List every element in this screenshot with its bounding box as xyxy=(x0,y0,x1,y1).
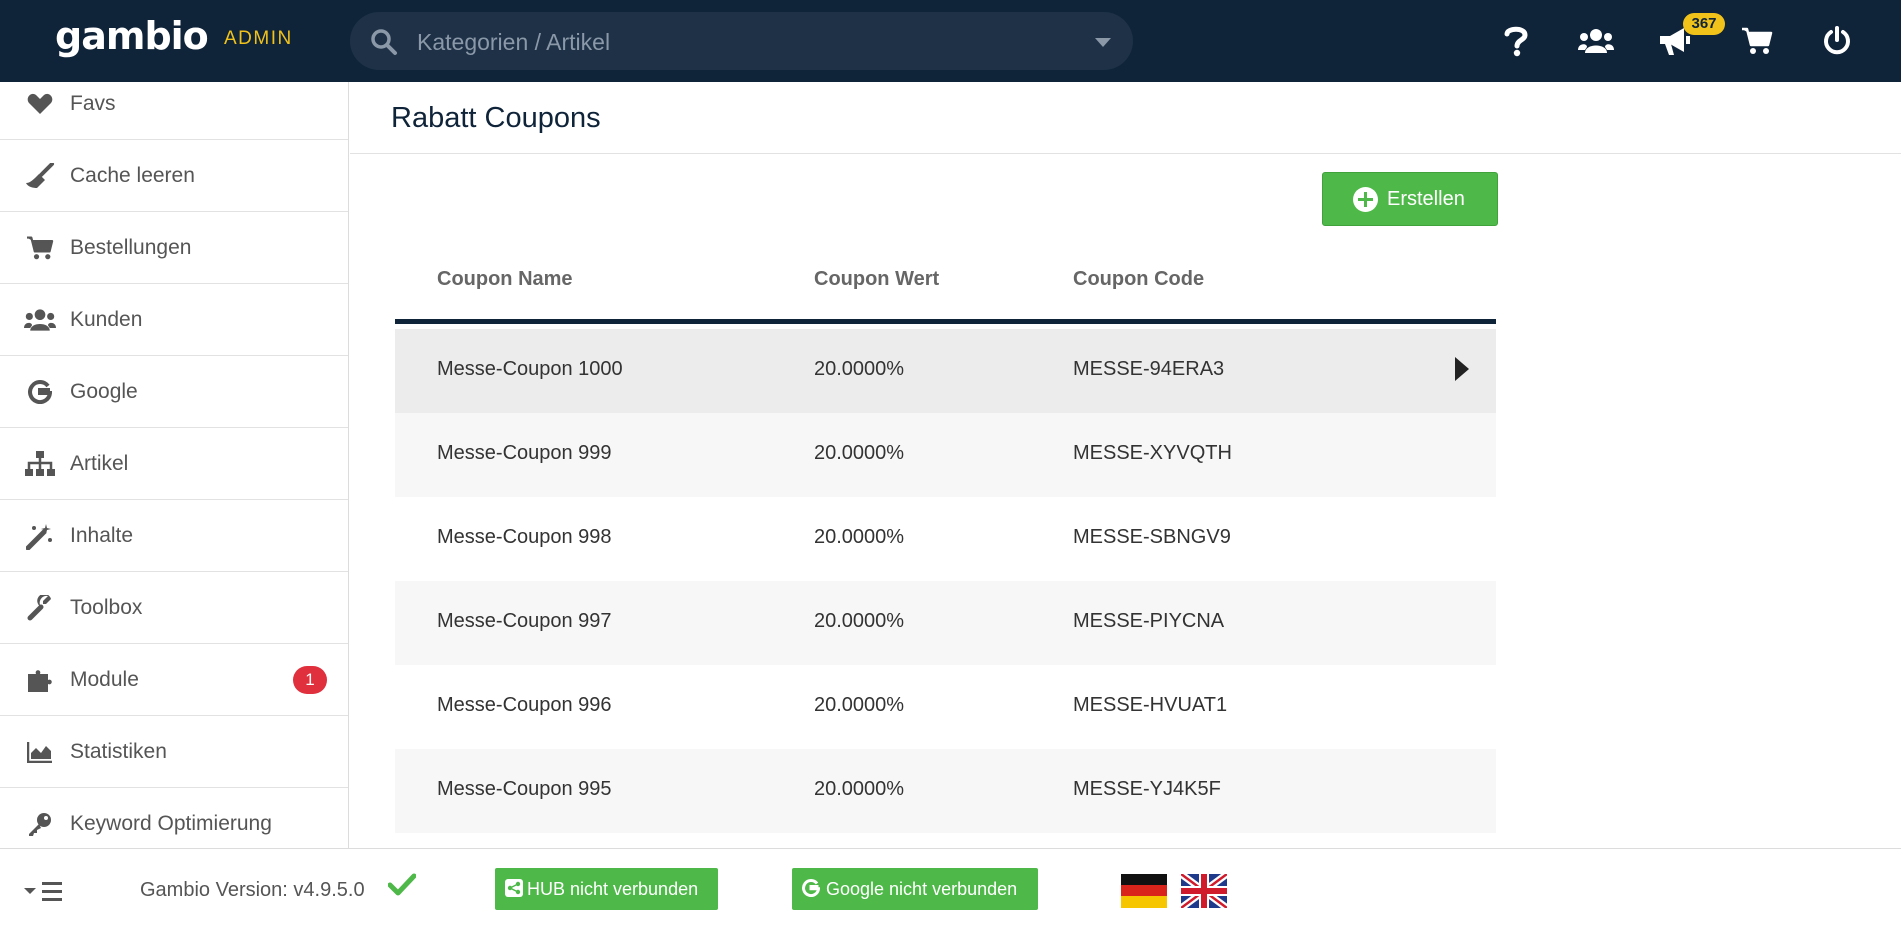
version-text: Gambio Version: v4.9.5.0 xyxy=(140,879,365,901)
coupon-code: MESSE-XYVQTH xyxy=(1073,442,1232,464)
sidebar-item-customers[interactable]: Kunden xyxy=(0,284,348,356)
share-icon xyxy=(505,879,523,902)
sidebar-item-label: Toolbox xyxy=(70,596,143,619)
search-input[interactable]: Kategorien / Artikel xyxy=(417,29,611,55)
help-icon[interactable] xyxy=(1497,22,1535,60)
power-icon[interactable] xyxy=(1818,22,1856,60)
key-icon xyxy=(24,810,56,838)
sidebar-item-toolbox[interactable]: Toolbox xyxy=(0,572,348,644)
hub-status-button[interactable]: HUB nicht verbunden xyxy=(495,868,718,910)
table-header: Coupon Name Coupon Wert Coupon Code xyxy=(395,252,1496,324)
hub-status-label: HUB nicht verbunden xyxy=(527,879,699,899)
coupon-code: MESSE-HVUAT1 xyxy=(1073,694,1228,716)
menu-toggle-icon[interactable] xyxy=(24,879,64,903)
google-status-label: Google nicht verbunden xyxy=(826,879,1018,899)
wrench-icon xyxy=(24,594,56,622)
admin-label: ADMIN xyxy=(224,28,293,49)
plus-circle-icon xyxy=(1353,187,1378,212)
column-header-value[interactable]: Coupon Wert xyxy=(814,268,940,290)
sidebar-item-content[interactable]: Inhalte xyxy=(0,500,348,572)
table-row[interactable]: Messe-Coupon 995 20.0000% MESSE-YJ4K5F xyxy=(395,749,1496,833)
de-flag[interactable] xyxy=(1121,874,1167,908)
top-bar: gambio ADMIN Kategorien / Artikel 367 xyxy=(0,0,1901,82)
search-icon xyxy=(370,28,398,61)
coupon-value: 20.0000% xyxy=(814,442,905,464)
google-status-button[interactable]: Google nicht verbunden xyxy=(792,868,1038,910)
column-header-code[interactable]: Coupon Code xyxy=(1073,268,1205,290)
sidebar-item-label: Google xyxy=(70,380,138,403)
coupon-name: Messe-Coupon 996 xyxy=(437,694,612,716)
area-chart-icon xyxy=(24,738,56,766)
modules-count-badge: 1 xyxy=(293,666,327,694)
users-icon xyxy=(24,306,56,334)
coupon-value: 20.0000% xyxy=(814,694,905,716)
sidebar-item-label: Statistiken xyxy=(70,740,167,763)
coupon-value: 20.0000% xyxy=(814,526,905,548)
google-icon xyxy=(802,879,821,902)
create-button[interactable]: Erstellen xyxy=(1322,172,1498,226)
coupon-name: Messe-Coupon 997 xyxy=(437,610,612,632)
coupon-value: 20.0000% xyxy=(814,610,905,632)
coupon-code: MESSE-SBNGV9 xyxy=(1073,526,1231,548)
coupon-name: Messe-Coupon 999 xyxy=(437,442,612,464)
check-icon xyxy=(387,873,417,902)
table-row[interactable]: Messe-Coupon 996 20.0000% MESSE-HVUAT1 xyxy=(395,665,1496,749)
sidebar-item-orders[interactable]: Bestellungen xyxy=(0,212,348,284)
broom-icon xyxy=(24,162,56,190)
sidebar-item-articles[interactable]: Artikel xyxy=(0,428,348,500)
coupon-code: MESSE-PIYCNA xyxy=(1073,610,1225,632)
table-row[interactable]: Messe-Coupon 998 20.0000% MESSE-SBNGV9 xyxy=(395,497,1496,581)
cart-icon xyxy=(24,234,56,262)
sidebar-item-modules[interactable]: Module 1 xyxy=(0,644,348,716)
sidebar-item-cache[interactable]: Cache leeren xyxy=(0,140,348,212)
coupon-code: MESSE-YJ4K5F xyxy=(1073,778,1221,800)
sidebar-item-label: Favs xyxy=(70,92,116,115)
puzzle-icon xyxy=(24,666,56,694)
sidebar-item-label: Kunden xyxy=(70,308,143,331)
page-title: Rabatt Coupons xyxy=(391,102,601,134)
table-row[interactable]: Messe-Coupon 1000 20.0000% MESSE-94ERA3 xyxy=(395,329,1496,413)
column-header-name[interactable]: Coupon Name xyxy=(437,268,573,290)
gambio-logo[interactable]: gambio xyxy=(55,14,209,58)
coupon-name: Messe-Coupon 995 xyxy=(437,778,612,800)
cart-icon[interactable] xyxy=(1738,22,1776,60)
sidebar-item-statistics[interactable]: Statistiken xyxy=(0,716,348,788)
sidebar-item-label: Inhalte xyxy=(70,524,134,547)
divider xyxy=(350,153,1901,154)
magic-wand-icon xyxy=(24,522,56,550)
coupon-value: 20.0000% xyxy=(814,778,905,800)
footer: Gambio Version: v4.9.5.0 HUB nicht verbu… xyxy=(0,848,1901,929)
sidebar-item-keyword-optimization[interactable]: Keyword Optimierung xyxy=(0,788,348,848)
search-box[interactable]: Kategorien / Artikel xyxy=(350,12,1133,70)
sidebar-item-google[interactable]: Google xyxy=(0,356,348,428)
coupon-name: Messe-Coupon 1000 xyxy=(437,358,623,380)
megaphone-icon[interactable] xyxy=(1656,22,1694,60)
sidebar-item-label: Cache leeren xyxy=(70,164,195,187)
sidebar-item-label: Keyword Optimierung xyxy=(70,812,272,835)
create-button-label: Erstellen xyxy=(1387,188,1465,210)
sidebar-item-label: Artikel xyxy=(70,452,129,475)
gb-flag[interactable] xyxy=(1181,874,1227,908)
table-row[interactable]: Messe-Coupon 999 20.0000% MESSE-XYVQTH xyxy=(395,413,1496,497)
sitemap-icon xyxy=(24,450,56,478)
chevron-down-icon[interactable] xyxy=(1095,38,1111,47)
sidebar-item-favs[interactable]: Favs xyxy=(0,82,348,140)
coupon-value: 20.0000% xyxy=(814,358,905,380)
table-row[interactable]: Messe-Coupon 997 20.0000% MESSE-PIYCNA xyxy=(395,581,1496,665)
notification-badge: 367 xyxy=(1683,13,1725,35)
sidebar: Favs Cache leeren Bestellungen Kunden Go… xyxy=(0,82,349,848)
heart-icon xyxy=(24,90,56,118)
coupon-name: Messe-Coupon 998 xyxy=(437,526,612,548)
sidebar-item-label: Module xyxy=(70,668,139,691)
google-icon xyxy=(24,378,56,406)
main-content: Rabatt Coupons Erstellen Coupon Name Cou… xyxy=(350,82,1901,848)
caret-right-icon[interactable] xyxy=(1455,357,1469,381)
coupon-code: MESSE-94ERA3 xyxy=(1073,358,1225,380)
customers-icon[interactable] xyxy=(1577,22,1615,60)
sidebar-item-label: Bestellungen xyxy=(70,236,192,259)
